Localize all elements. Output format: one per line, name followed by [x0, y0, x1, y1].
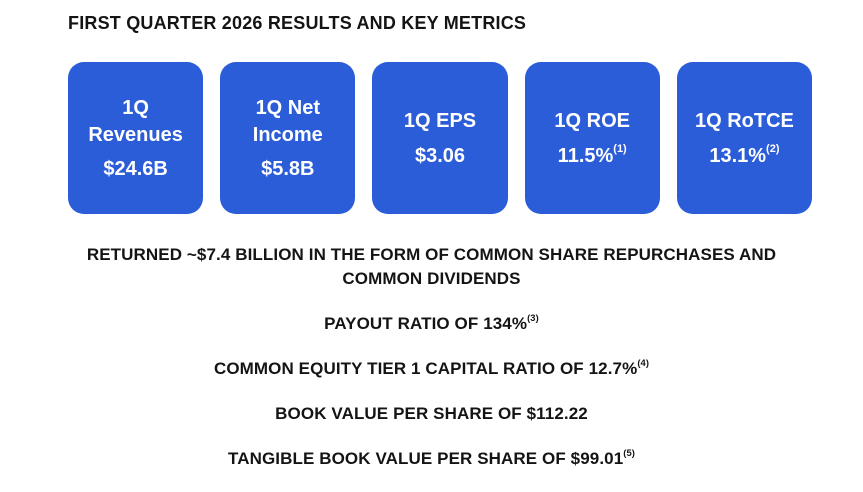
footnote-marker: (5)	[623, 447, 636, 458]
footnote-marker: (3)	[527, 312, 539, 323]
metric-value: 13.1%(2)	[709, 144, 779, 168]
metric-value: $5.8B	[261, 157, 314, 181]
highlights-section: RETURNED ~$7.4 BILLION IN THE FORM OF CO…	[0, 243, 863, 492]
page-title: FIRST QUARTER 2026 RESULTS AND KEY METRI…	[68, 13, 527, 33]
metric-card-rotce: 1Q RoTCE 13.1%(2)	[676, 62, 813, 214]
highlight-text: COMMON EQUITY TIER 1 CAPITAL RATIO OF 12…	[213, 359, 638, 378]
metric-value: 11.5%(1)	[558, 144, 627, 168]
highlight-book-value: BOOK VALUE PER SHARE OF $112.22	[46, 402, 818, 426]
metric-label: 1Q EPS	[403, 110, 477, 133]
metric-value-text: $5.8B	[261, 157, 315, 180]
footnote-marker: (2)	[766, 143, 780, 156]
metric-value: $3.06	[415, 144, 465, 168]
metric-value-text: 13.1%	[709, 144, 767, 167]
metric-card-revenues: 1Q Revenues $24.6B	[68, 62, 204, 214]
highlight-text: BOOK VALUE PER SHARE OF $112.22	[275, 404, 588, 423]
footnote-marker: (4)	[637, 357, 650, 368]
highlight-text: PAYOUT RATIO OF 134%	[324, 314, 528, 333]
metric-value-text: $3.06	[414, 144, 466, 167]
highlight-text: TANGIBLE BOOK VALUE PER SHARE OF $99.01	[227, 449, 624, 468]
metric-label: 1Q Revenues	[88, 97, 183, 146]
highlight-text: RETURNED ~$7.4 BILLION IN THE FORM OF CO…	[86, 245, 777, 288]
metric-label: 1Q ROE	[554, 110, 630, 133]
metric-card-roe: 1Q ROE 11.5%(1)	[524, 62, 660, 214]
metric-cards-row: 1Q Revenues $24.6B 1Q Net Income $5.8B 1…	[68, 62, 813, 214]
metric-value: $24.6B	[103, 157, 168, 181]
metric-value-text: 11.5%	[557, 144, 614, 167]
highlight-tangible-book-value: TANGIBLE BOOK VALUE PER SHARE OF $99.01(…	[46, 447, 818, 471]
highlight-capital-return: RETURNED ~$7.4 BILLION IN THE FORM OF CO…	[46, 243, 818, 291]
footnote-marker: (1)	[613, 143, 627, 156]
metric-label: 1Q RoTCE	[694, 110, 794, 133]
metric-card-net-income: 1Q Net Income $5.8B	[220, 62, 356, 214]
highlight-payout-ratio: PAYOUT RATIO OF 134%(3)	[46, 312, 818, 336]
metric-label: 1Q Net Income	[252, 97, 323, 146]
metric-value-text: $24.6B	[103, 157, 168, 180]
metric-card-eps: 1Q EPS $3.06	[372, 62, 508, 214]
highlight-cet1-ratio: COMMON EQUITY TIER 1 CAPITAL RATIO OF 12…	[46, 357, 818, 381]
